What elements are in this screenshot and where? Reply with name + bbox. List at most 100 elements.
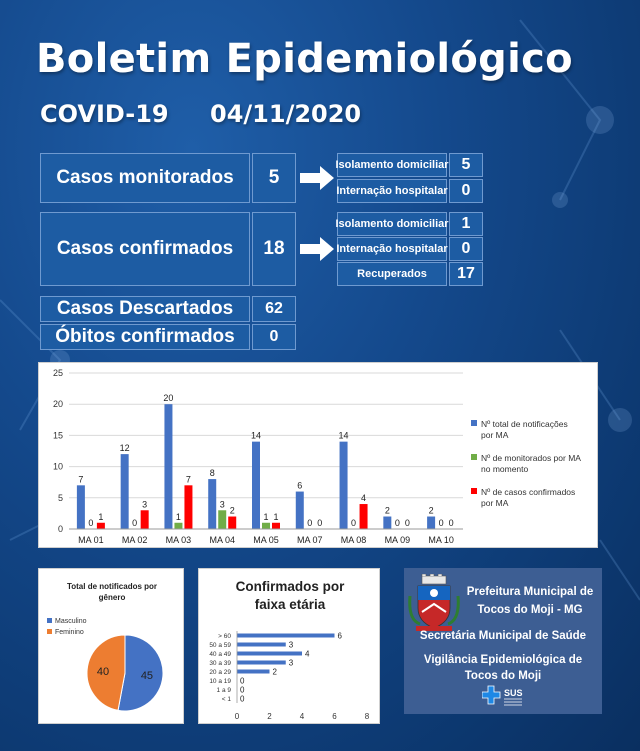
municipality-panel: Prefeitura Municipal de Tocos do Moji - … xyxy=(404,568,602,714)
age-group-chart-svg: Confirmados por faixa etária > 60 6 50 a 59 3… xyxy=(209,579,370,721)
legend-label: por MA xyxy=(481,498,509,508)
slice-label: 45 xyxy=(141,670,153,682)
bar xyxy=(76,485,85,529)
bar xyxy=(252,441,260,529)
legend-swatch xyxy=(471,420,477,426)
y-tick-label: 1 a 9 xyxy=(217,687,232,694)
vigilancia-line1: Vigilância Epidemiológica de xyxy=(423,654,583,666)
x-tick-label: 2 xyxy=(267,712,272,721)
confirmed-cases-value: 18 xyxy=(252,212,296,286)
data-label: 0 xyxy=(395,518,400,528)
y-tick-label: 50 a 59 xyxy=(209,642,231,649)
x-tick-label: MA 02 xyxy=(122,535,148,545)
bar xyxy=(383,516,392,529)
bar xyxy=(208,479,217,529)
pie-title: Total de notificados por xyxy=(67,582,157,591)
x-tick-label: 8 xyxy=(365,712,370,721)
hbar-title: faixa etária xyxy=(255,597,326,612)
data-label: 0 xyxy=(317,518,322,528)
legend-label: Nº de monitorados por MA xyxy=(481,453,581,463)
hbar-title: Confirmados por xyxy=(236,579,345,594)
monitored-home-isolation-value: 5 xyxy=(449,153,483,177)
bar xyxy=(339,441,348,529)
bar xyxy=(184,485,193,529)
confirmed-home-isolation-label: Isolamento domiciliar xyxy=(335,212,449,236)
legend-label: Masculino xyxy=(55,618,87,625)
bar xyxy=(237,633,335,638)
pie-slice xyxy=(86,634,126,711)
data-label: 7 xyxy=(186,474,191,484)
data-label: 0 xyxy=(449,518,454,528)
legend-label: Nº total de notificações xyxy=(481,419,568,429)
bar xyxy=(120,454,129,529)
pie-title: gênero xyxy=(99,593,126,602)
data-label: 0 xyxy=(307,518,312,528)
data-label: 1 xyxy=(273,512,278,522)
x-tick-label: MA 07 xyxy=(297,535,323,545)
discarded-cases-label: Casos Descartados xyxy=(40,296,250,322)
prefeitura-line1: Prefeitura Municipal de xyxy=(466,586,594,598)
y-tick-label: 20 xyxy=(53,399,63,409)
data-label: 0 xyxy=(240,677,245,686)
secretaria-line: Secretária Municipal de Saúde xyxy=(419,630,587,642)
data-label: 6 xyxy=(338,632,343,641)
data-label: 14 xyxy=(251,431,261,441)
data-label: 0 xyxy=(240,686,245,695)
y-tick-label: > 60 xyxy=(218,633,231,640)
x-tick-label: MA 04 xyxy=(209,535,235,545)
gender-pie-chart-svg: Total de notificados por gênero Masculino F… xyxy=(47,582,164,712)
bar xyxy=(237,651,302,656)
y-tick-label: 10 xyxy=(53,462,63,472)
confirmed-hospital-label: Internação hospitalar xyxy=(336,237,448,261)
data-label: 4 xyxy=(361,493,366,503)
data-label: 0 xyxy=(405,518,410,528)
data-label: 0 xyxy=(351,518,356,528)
sus-logo-icon: SUS xyxy=(482,685,523,706)
bar xyxy=(96,522,105,529)
bar xyxy=(218,510,227,529)
y-tick-label: < 1 xyxy=(222,696,232,703)
y-tick-label: 5 xyxy=(58,493,63,503)
x-tick-label: 6 xyxy=(332,712,337,721)
data-label: 0 xyxy=(439,518,444,528)
page-title: Boletim Epidemiológico xyxy=(36,36,573,82)
x-tick-label: MA 10 xyxy=(428,535,454,545)
monitored-hospital-value: 0 xyxy=(449,179,483,203)
data-label: 2 xyxy=(230,506,235,516)
y-tick-label: 25 xyxy=(53,368,63,378)
arrow-right-icon xyxy=(300,237,334,261)
data-label: 7 xyxy=(78,474,83,484)
x-tick-label: 0 xyxy=(235,712,240,721)
data-label: 20 xyxy=(163,393,173,403)
data-label: 14 xyxy=(339,431,349,441)
recovered-value: 17 xyxy=(449,262,483,286)
legend-swatch xyxy=(47,629,52,634)
gender-pie-chart: Total de notificados por gênero Masculino F… xyxy=(38,568,184,724)
x-tick-label: 4 xyxy=(300,712,305,721)
age-group-chart: Confirmados por faixa etária > 60 6 50 a 59 3… xyxy=(198,568,380,724)
deaths-value: 0 xyxy=(252,324,296,350)
data-label: 1 xyxy=(176,512,181,522)
data-label: 1 xyxy=(263,512,268,522)
y-tick-label: 20 a 29 xyxy=(209,669,231,676)
recovered-label: Recuperados xyxy=(337,262,447,286)
y-tick-label: 40 a 49 xyxy=(209,651,231,658)
monitored-home-isolation-label: Isolamento domiciliar xyxy=(335,153,449,177)
y-tick-label: 0 xyxy=(58,524,63,534)
pie-slice xyxy=(117,634,164,712)
data-label: 3 xyxy=(289,659,294,668)
x-tick-label: MA 05 xyxy=(253,535,279,545)
data-label: 12 xyxy=(120,443,130,453)
municipal-coat-of-arms-icon xyxy=(408,574,460,631)
confirmed-hospital-value: 0 xyxy=(449,237,483,261)
arrow-right-icon xyxy=(300,166,334,190)
monitored-cases-value: 5 xyxy=(252,153,296,203)
bar xyxy=(237,642,286,647)
legend-swatch xyxy=(471,454,477,460)
data-label: 3 xyxy=(289,641,294,650)
x-tick-label: MA 01 xyxy=(78,535,104,545)
confirmed-cases-label: Casos confirmados xyxy=(40,212,250,286)
y-tick-label: 30 a 39 xyxy=(209,660,231,667)
data-label: 2 xyxy=(273,668,278,677)
legend-swatch xyxy=(47,618,52,623)
